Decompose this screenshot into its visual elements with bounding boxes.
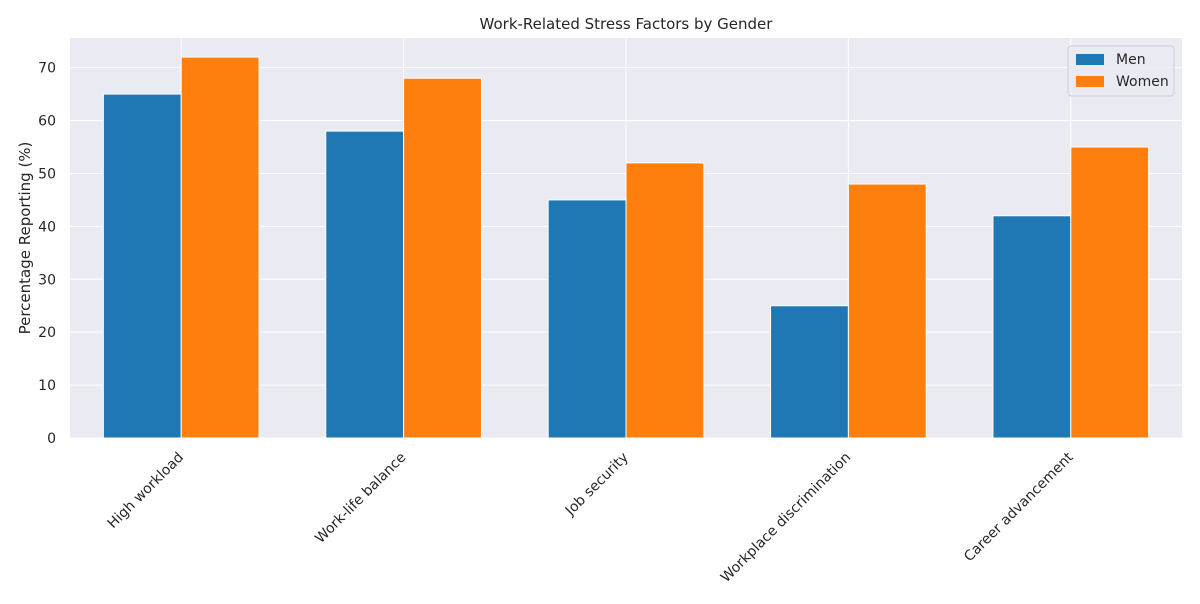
y-tick-label: 30 — [38, 272, 56, 288]
y-tick-label: 40 — [38, 219, 56, 235]
legend: Men Women — [1067, 45, 1175, 97]
y-tick-label: 10 — [38, 378, 56, 394]
bar-men-workplace-discrimination — [770, 305, 849, 439]
legend-label-men: Men — [1116, 52, 1146, 68]
bar-women-career-advancement — [1070, 146, 1150, 439]
bar-men-high-workload — [102, 93, 182, 439]
bar-women-job-security — [625, 162, 705, 439]
bar-women-high-workload — [180, 56, 260, 439]
bars-group — [102, 56, 1150, 439]
y-tick-label: 20 — [38, 325, 56, 341]
chart-title: Work-Related Stress Factors by Gender — [480, 15, 774, 33]
bar-men-career-advancement — [992, 215, 1072, 439]
y-tick-label: 60 — [38, 114, 56, 130]
legend-swatch-women — [1076, 76, 1104, 87]
y-tick-label: 50 — [38, 166, 56, 182]
x-axis-ticks: High workload Work-life balance Job securi… — [105, 449, 1077, 586]
y-axis-label: Percentage Reporting (%) — [16, 142, 34, 335]
bar-women-work-life-balance — [403, 77, 482, 439]
legend-swatch-men — [1076, 54, 1104, 65]
y-tick-label: 70 — [38, 61, 56, 77]
x-tick-label: Workplace discrimination — [718, 450, 854, 586]
x-tick-label: Work-life balance — [312, 450, 409, 547]
bar-men-job-security — [547, 199, 627, 439]
x-tick-label: Job security — [562, 450, 632, 520]
bar-women-workplace-discrimination — [847, 183, 927, 439]
x-tick-label: High workload — [105, 450, 187, 532]
x-tick-label: Career advancement — [961, 449, 1077, 565]
y-axis-ticks: 0 10 20 30 40 50 60 70 — [38, 61, 56, 447]
legend-label-women: Women — [1116, 74, 1169, 90]
bar-men-work-life-balance — [325, 130, 405, 439]
y-tick-label: 0 — [47, 431, 56, 447]
